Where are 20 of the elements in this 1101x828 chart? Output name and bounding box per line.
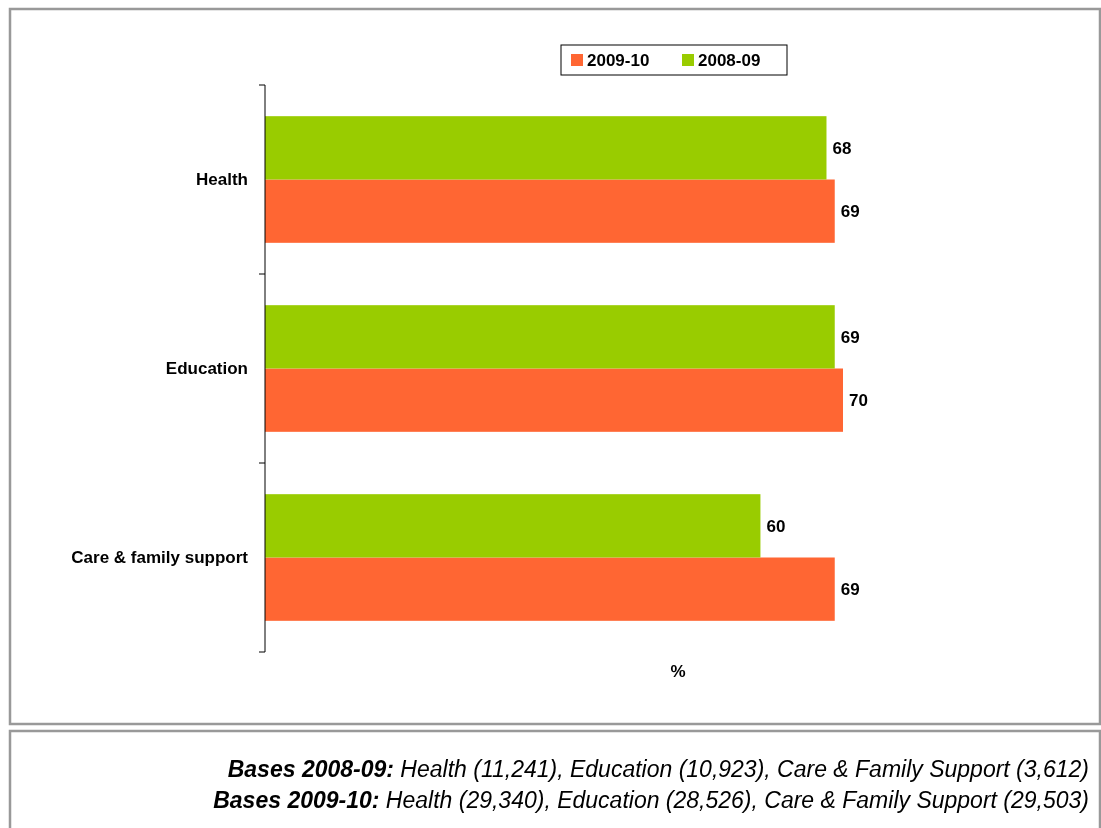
bar	[265, 368, 843, 432]
y-tick-label: Education	[165, 359, 248, 379]
bar	[265, 557, 835, 621]
bar	[265, 179, 835, 243]
data-label: 69	[840, 327, 860, 347]
bar	[265, 305, 835, 369]
data-label: 69	[840, 580, 860, 600]
data-label: 60	[766, 516, 786, 536]
y-tick-label: Care & family support	[71, 548, 249, 568]
legend-label: 2008-09	[698, 50, 761, 70]
x-axis-title: %	[670, 662, 686, 681]
data-label: 70	[849, 391, 868, 411]
legend-label: 2009-10	[587, 50, 650, 70]
bar	[265, 116, 827, 180]
y-tick-label: Health	[196, 170, 248, 190]
text: Bases 2008-09: Health (11,241), Education (10,923), Care & Family Support (3,612)	[227, 756, 1089, 782]
bar	[265, 494, 761, 558]
text: Bases 2009-10: Health (29,340), Education (28,526), Care & Family Support (29,503)	[213, 787, 1089, 813]
data-label: 68	[832, 138, 852, 158]
data-label: 69	[840, 202, 860, 222]
